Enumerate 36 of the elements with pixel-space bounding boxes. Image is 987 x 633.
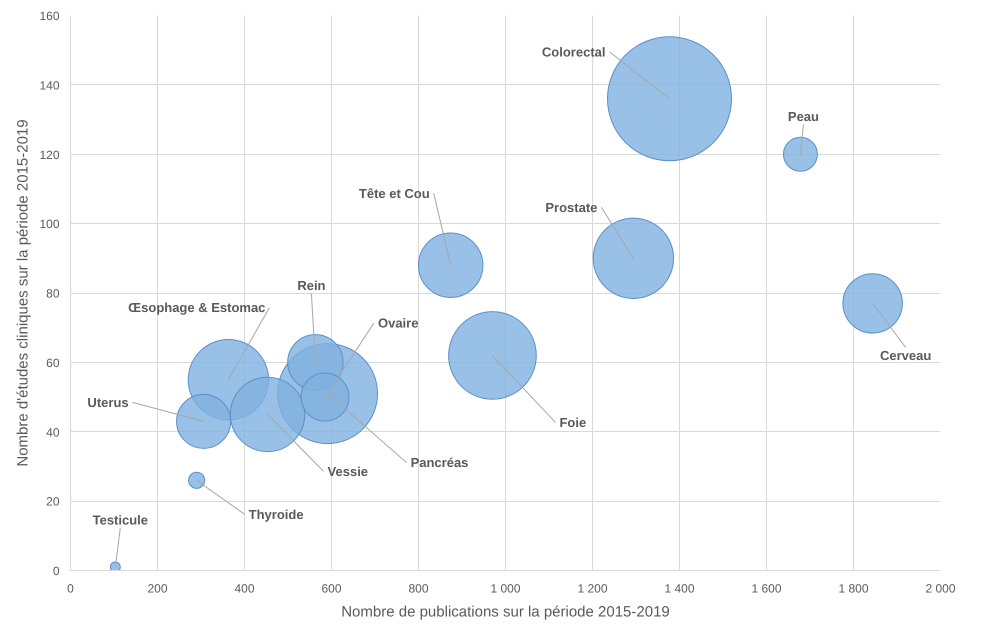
y-tick-label: 40 [46,425,60,440]
annotation: Rein [297,278,326,293]
x-tick-label: 1 600 [751,582,782,596]
annotation: Peau [788,108,820,124]
annotation: Thyroide [248,506,304,522]
y-tick-label: 140 [39,78,60,92]
y-tick-label: 0 [52,564,60,578]
annotation: Colorectal [542,44,606,60]
annotation: Prostate [545,200,598,215]
x-tick-label: 2 000 [925,582,956,596]
annotation: Œsophage & Estomac [128,300,266,316]
x-tick-label: 400 [234,582,255,596]
annotation: Testicule [92,512,148,528]
x-tick-label: 1 200 [577,582,608,596]
annotation: Foie [559,414,586,430]
x-tick-label: 0 [67,582,74,596]
annotation: Uterus [87,394,129,410]
x-axis-title: Nombre de publications sur la période 2015-2019 [341,604,670,620]
y-axis-title: Nombre d'études cliniques sur la période 2015-2019 [14,119,32,467]
x-tick-label: 800 [408,582,429,596]
annotation: Ovaire [378,316,418,331]
annotation: Tête et Cou [358,186,430,201]
y-tick-label: 80 [46,286,60,300]
x-tick-label: 1 800 [838,582,869,596]
y-tick-label: 160 [39,9,60,23]
y-tick-label: 120 [39,148,60,162]
y-tick-label: 20 [46,494,60,509]
y-tick-label: 60 [46,356,60,370]
x-tick-label: 200 [147,582,168,596]
annotation: Vessie [328,464,368,479]
x-tick-label: 600 [321,582,342,596]
x-tick-label: 1 400 [664,582,695,596]
annotation: Cerveau [880,348,932,363]
x-tick-label: 1 000 [490,582,521,596]
annotation: Pancréas [410,455,468,470]
y-tick-label: 100 [39,217,60,232]
